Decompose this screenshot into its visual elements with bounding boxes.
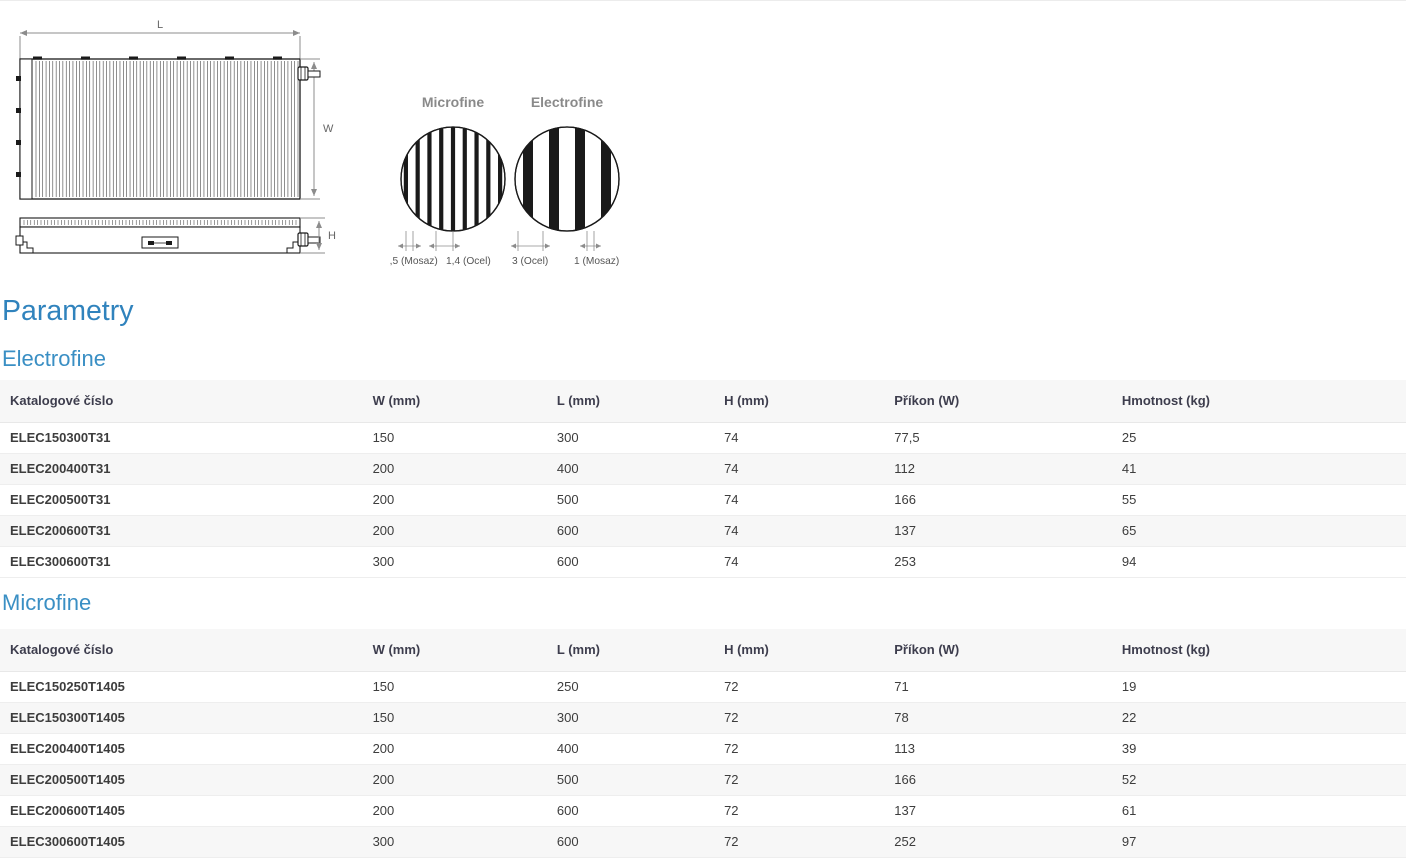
svg-text:Electrofine: Electrofine	[531, 94, 604, 110]
svg-text:L: L	[157, 19, 163, 31]
svg-text:1 (Mosaz): 1 (Mosaz)	[574, 256, 619, 267]
svg-text:3 (Ocel): 3 (Ocel)	[512, 256, 548, 267]
svg-text:Microfine: Microfine	[422, 94, 484, 110]
svg-text:H: H	[328, 230, 336, 242]
svg-text:0,5 (Mosaz): 0,5 (Mosaz)	[390, 256, 438, 267]
svg-text:W: W	[323, 123, 334, 135]
svg-text:1,4 (Ocel): 1,4 (Ocel)	[446, 256, 491, 267]
